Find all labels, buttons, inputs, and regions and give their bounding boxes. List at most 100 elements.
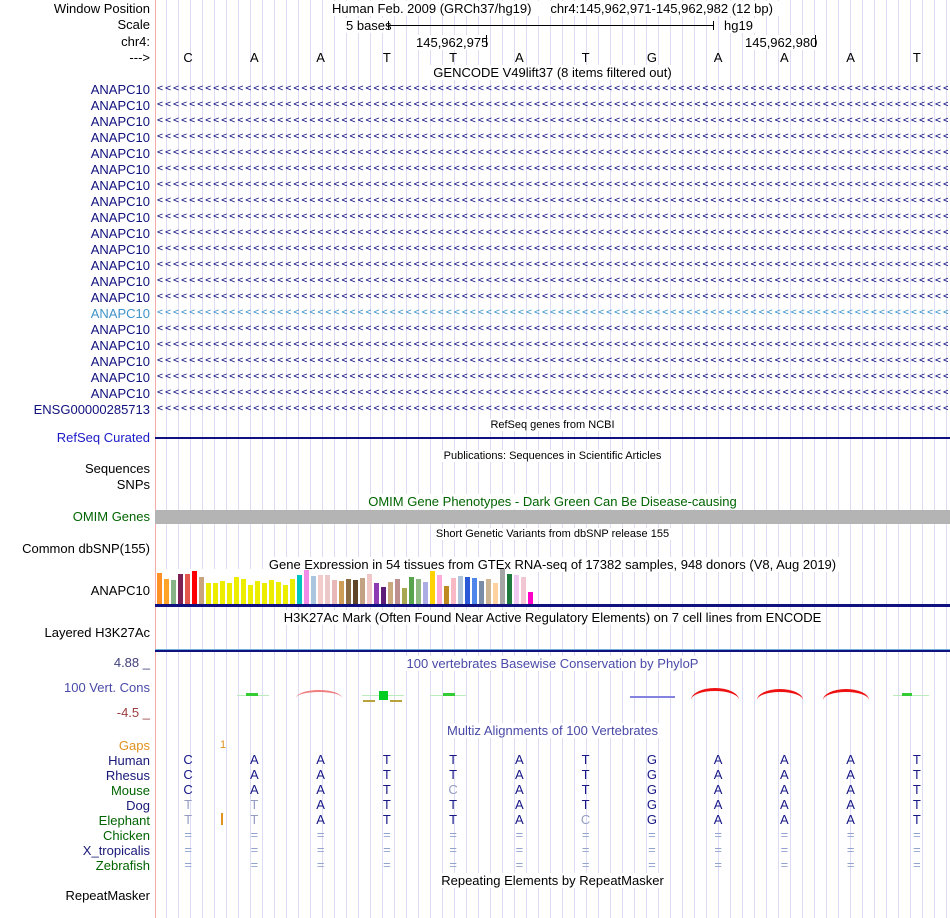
track-label-common-dbsnp[interactable]: Common dbSNP(155) — [22, 541, 150, 556]
alignment-row-elephant[interactable]: Elephant T T A T T A C G A A A T — [0, 812, 950, 828]
gene-label[interactable]: ANAPC10 — [90, 274, 150, 289]
alignment-row-human[interactable]: Human C A A T T A T G A A A T — [0, 752, 950, 768]
omim-gene-bar[interactable] — [155, 510, 950, 524]
gene-label[interactable]: ANAPC10 — [90, 386, 150, 401]
gene-row[interactable]: ANAPC10 <<<<<<<<<<<<<<<<<<<<<<<<<<<<<<<<<… — [0, 385, 950, 401]
aligned-base: T — [912, 812, 921, 827]
alignment-row-chicken[interactable]: Chicken = = = = = = = = = = = = — [0, 827, 950, 843]
gtex-expression-bars[interactable] — [156, 569, 538, 604]
gene-intron-arrows[interactable]: <<<<<<<<<<<<<<<<<<<<<<<<<<<<<<<<<<<<<<<<… — [157, 227, 948, 238]
gene-intron-arrows[interactable]: <<<<<<<<<<<<<<<<<<<<<<<<<<<<<<<<<<<<<<<<… — [157, 371, 948, 382]
aligned-base: A — [846, 767, 855, 782]
species-label[interactable]: Elephant — [98, 813, 150, 828]
gene-intron-arrows[interactable]: <<<<<<<<<<<<<<<<<<<<<<<<<<<<<<<<<<<<<<<<… — [157, 323, 948, 334]
gene-intron-arrows[interactable]: <<<<<<<<<<<<<<<<<<<<<<<<<<<<<<<<<<<<<<<<… — [157, 195, 948, 206]
alignment-row-zebrafish[interactable]: Zebrafish = = = = = = = = = = = = — [0, 857, 950, 873]
gene-intron-arrows[interactable]: <<<<<<<<<<<<<<<<<<<<<<<<<<<<<<<<<<<<<<<<… — [157, 307, 948, 318]
gene-label[interactable]: ANAPC10 — [90, 82, 150, 97]
gene-row[interactable]: ANAPC10 <<<<<<<<<<<<<<<<<<<<<<<<<<<<<<<<<… — [0, 241, 950, 257]
species-label[interactable]: X_tropicalis — [82, 843, 150, 858]
gene-row[interactable]: ANAPC10 <<<<<<<<<<<<<<<<<<<<<<<<<<<<<<<<<… — [0, 209, 950, 225]
gene-label[interactable]: ANAPC10 — [90, 338, 150, 353]
species-label[interactable]: Chicken — [103, 828, 150, 843]
gene-label[interactable]: ANAPC10 — [90, 354, 150, 369]
track-label-repeatmasker[interactable]: RepeatMasker — [65, 888, 150, 903]
gene-row[interactable]: ANAPC10 <<<<<<<<<<<<<<<<<<<<<<<<<<<<<<<<<… — [0, 81, 950, 97]
gene-row[interactable]: ANAPC10 <<<<<<<<<<<<<<<<<<<<<<<<<<<<<<<<<… — [0, 225, 950, 241]
gene-row[interactable]: ANAPC10 <<<<<<<<<<<<<<<<<<<<<<<<<<<<<<<<<… — [0, 289, 950, 305]
gene-intron-arrows[interactable]: <<<<<<<<<<<<<<<<<<<<<<<<<<<<<<<<<<<<<<<<… — [157, 147, 948, 158]
gene-label[interactable]: ENSG00000285713 — [33, 402, 150, 417]
gene-row[interactable]: ANAPC10 <<<<<<<<<<<<<<<<<<<<<<<<<<<<<<<<<… — [0, 129, 950, 145]
gene-label[interactable]: ANAPC10 — [90, 194, 150, 209]
gene-row[interactable]: ANAPC10 <<<<<<<<<<<<<<<<<<<<<<<<<<<<<<<<<… — [0, 161, 950, 177]
gene-label[interactable]: ANAPC10 — [90, 370, 150, 385]
gtex-tissue-bar — [528, 592, 533, 604]
species-label[interactable]: Dog — [126, 798, 150, 813]
gene-intron-arrows[interactable]: <<<<<<<<<<<<<<<<<<<<<<<<<<<<<<<<<<<<<<<<… — [157, 99, 948, 110]
species-label[interactable]: Zebrafish — [95, 858, 150, 873]
track-label-snps[interactable]: SNPs — [116, 477, 150, 492]
track-label-sequences[interactable]: Sequences — [84, 461, 150, 476]
gene-intron-arrows[interactable]: <<<<<<<<<<<<<<<<<<<<<<<<<<<<<<<<<<<<<<<<… — [157, 387, 948, 398]
gene-label[interactable]: ANAPC10 — [90, 130, 150, 145]
gene-intron-arrows[interactable]: <<<<<<<<<<<<<<<<<<<<<<<<<<<<<<<<<<<<<<<<… — [157, 83, 948, 94]
gene-row[interactable]: ANAPC10 <<<<<<<<<<<<<<<<<<<<<<<<<<<<<<<<<… — [0, 273, 950, 289]
gene-intron-arrows[interactable]: <<<<<<<<<<<<<<<<<<<<<<<<<<<<<<<<<<<<<<<<… — [157, 179, 948, 190]
gene-row[interactable]: ANAPC10 <<<<<<<<<<<<<<<<<<<<<<<<<<<<<<<<<… — [0, 257, 950, 273]
gene-row[interactable]: ANAPC10 <<<<<<<<<<<<<<<<<<<<<<<<<<<<<<<<<… — [0, 305, 950, 321]
track-label-refseq-curated[interactable]: RefSeq Curated — [56, 430, 150, 445]
gene-row[interactable]: ANAPC10 <<<<<<<<<<<<<<<<<<<<<<<<<<<<<<<<<… — [0, 97, 950, 113]
species-label[interactable]: Rhesus — [105, 768, 150, 783]
species-label[interactable]: Mouse — [110, 783, 150, 798]
gene-intron-arrows[interactable]: <<<<<<<<<<<<<<<<<<<<<<<<<<<<<<<<<<<<<<<<… — [157, 131, 948, 142]
alignment-row-mouse[interactable]: Mouse C A A T C A T G A A A T — [0, 782, 950, 798]
gene-label[interactable]: ANAPC10 — [90, 322, 150, 337]
gene-intron-arrows[interactable]: <<<<<<<<<<<<<<<<<<<<<<<<<<<<<<<<<<<<<<<<… — [157, 291, 948, 302]
gene-row[interactable]: ANAPC10 <<<<<<<<<<<<<<<<<<<<<<<<<<<<<<<<<… — [0, 321, 950, 337]
gene-intron-arrows[interactable]: <<<<<<<<<<<<<<<<<<<<<<<<<<<<<<<<<<<<<<<<… — [157, 259, 948, 270]
gene-label[interactable]: ANAPC10 — [90, 114, 150, 129]
refseq-gene-line[interactable] — [155, 437, 950, 439]
gene-intron-arrows[interactable]: <<<<<<<<<<<<<<<<<<<<<<<<<<<<<<<<<<<<<<<<… — [157, 403, 948, 414]
gene-row[interactable]: ANAPC10 <<<<<<<<<<<<<<<<<<<<<<<<<<<<<<<<<… — [0, 177, 950, 193]
gene-label[interactable]: ANAPC10 — [90, 210, 150, 225]
gene-row[interactable]: ANAPC10 <<<<<<<<<<<<<<<<<<<<<<<<<<<<<<<<<… — [0, 145, 950, 161]
track-label-gaps[interactable]: Gaps — [118, 738, 150, 753]
gene-row[interactable]: ANAPC10 <<<<<<<<<<<<<<<<<<<<<<<<<<<<<<<<<… — [0, 337, 950, 353]
gene-row[interactable]: ENSG00000285713 <<<<<<<<<<<<<<<<<<<<<<<<<… — [0, 401, 950, 417]
gene-intron-arrows[interactable]: <<<<<<<<<<<<<<<<<<<<<<<<<<<<<<<<<<<<<<<<… — [157, 275, 948, 286]
gene-intron-arrows[interactable]: <<<<<<<<<<<<<<<<<<<<<<<<<<<<<<<<<<<<<<<<… — [157, 339, 948, 350]
gene-intron-arrows[interactable]: <<<<<<<<<<<<<<<<<<<<<<<<<<<<<<<<<<<<<<<<… — [157, 243, 948, 254]
gene-label[interactable]: ANAPC10 — [90, 162, 150, 177]
gene-row[interactable]: ANAPC10 <<<<<<<<<<<<<<<<<<<<<<<<<<<<<<<<<… — [0, 353, 950, 369]
gene-label[interactable]: ANAPC10 — [90, 242, 150, 257]
track-label-omim-genes[interactable]: OMIM Genes — [72, 509, 150, 524]
aligned-base: C — [183, 767, 193, 782]
track-label-layered-h3k27ac[interactable]: Layered H3K27Ac — [44, 625, 150, 640]
gene-row[interactable]: ANAPC10 <<<<<<<<<<<<<<<<<<<<<<<<<<<<<<<<<… — [0, 369, 950, 385]
gene-label[interactable]: ANAPC10 — [90, 226, 150, 241]
aligned-base: = — [581, 842, 590, 857]
gene-label[interactable]: ANAPC10 — [90, 306, 150, 321]
alignment-row-dog[interactable]: Dog T T A T T A T G A A A T — [0, 797, 950, 813]
gene-intron-arrows[interactable]: <<<<<<<<<<<<<<<<<<<<<<<<<<<<<<<<<<<<<<<<… — [157, 211, 948, 222]
gene-label[interactable]: ANAPC10 — [90, 290, 150, 305]
gene-label[interactable]: ANAPC10 — [90, 146, 150, 161]
gene-label[interactable]: ANAPC10 — [90, 258, 150, 273]
gene-intron-arrows[interactable]: <<<<<<<<<<<<<<<<<<<<<<<<<<<<<<<<<<<<<<<<… — [157, 163, 948, 174]
gene-intron-arrows[interactable]: <<<<<<<<<<<<<<<<<<<<<<<<<<<<<<<<<<<<<<<<… — [157, 355, 948, 366]
gene-intron-arrows[interactable]: <<<<<<<<<<<<<<<<<<<<<<<<<<<<<<<<<<<<<<<<… — [157, 115, 948, 126]
alignment-row-x_tropicalis[interactable]: X_tropicalis = = = = = = = = = = = = — [0, 842, 950, 858]
gene-label[interactable]: ANAPC10 — [90, 178, 150, 193]
track-label-100-vert-cons[interactable]: 100 Vert. Cons — [64, 680, 150, 695]
gene-row[interactable]: ANAPC10 <<<<<<<<<<<<<<<<<<<<<<<<<<<<<<<<<… — [0, 193, 950, 209]
gtex-tissue-bar — [241, 579, 246, 604]
species-label[interactable]: Human — [108, 753, 150, 768]
track-label-gtex-anapc10[interactable]: ANAPC10 — [90, 583, 150, 598]
gene-row[interactable]: ANAPC10 <<<<<<<<<<<<<<<<<<<<<<<<<<<<<<<<<… — [0, 113, 950, 129]
alignment-row-rhesus[interactable]: Rhesus C A A T T A T G A A A T — [0, 767, 950, 783]
aligned-base: A — [316, 812, 325, 827]
gene-label[interactable]: ANAPC10 — [90, 98, 150, 113]
